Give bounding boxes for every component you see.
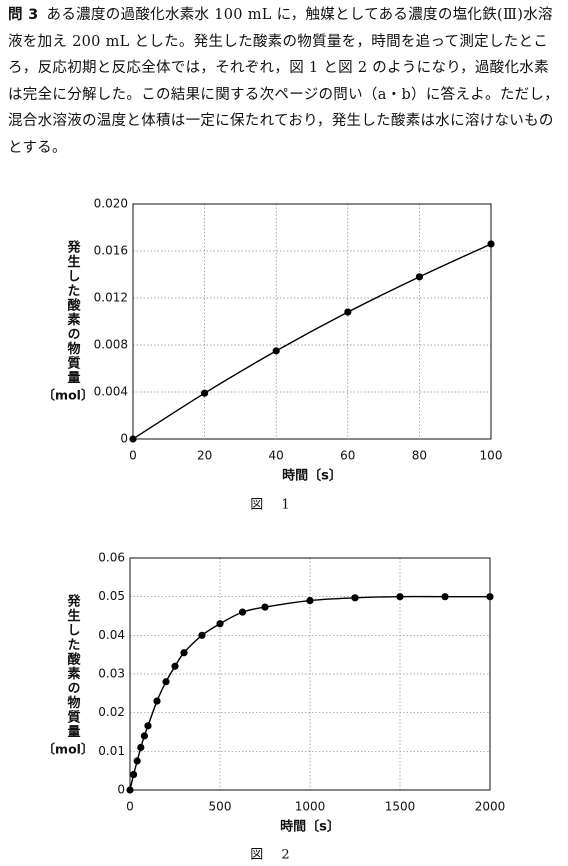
data-point bbox=[144, 722, 152, 730]
x-tick-label: 0 bbox=[126, 800, 134, 814]
x-axis-label: 時間〔s〕 bbox=[280, 819, 340, 835]
y-tick-label: 0 bbox=[120, 432, 128, 446]
data-point bbox=[272, 347, 280, 355]
data-point bbox=[171, 662, 179, 670]
data-line bbox=[132, 243, 492, 440]
y-tick-label: 0.020 bbox=[94, 197, 128, 211]
y-axis-label: 発生した酸素の物質量 bbox=[65, 593, 82, 739]
x-axis-label: 時間〔s〕 bbox=[282, 468, 342, 484]
y-tick-label: 0.008 bbox=[94, 338, 128, 352]
data-point bbox=[415, 273, 423, 281]
y-tick-label: 0.004 bbox=[94, 385, 128, 399]
data-point bbox=[344, 308, 352, 316]
x-tick-label: 60 bbox=[340, 449, 355, 463]
data-point bbox=[137, 743, 145, 752]
data-point bbox=[306, 596, 314, 605]
question-label: 問 3 bbox=[8, 7, 39, 23]
data-point bbox=[238, 608, 247, 616]
data-point bbox=[216, 620, 224, 628]
data-point bbox=[441, 593, 449, 601]
y-tick-label: 0.02 bbox=[98, 705, 125, 719]
x-tick-label: 1000 bbox=[295, 800, 326, 814]
x-tick-label: 80 bbox=[412, 449, 427, 463]
y-tick-label: 0.04 bbox=[98, 628, 125, 642]
figure-caption: 図 1 bbox=[250, 498, 289, 513]
figure-caption: 図 2 bbox=[250, 848, 289, 863]
plot-frame bbox=[129, 557, 491, 791]
x-tick-label: 2000 bbox=[475, 800, 506, 814]
x-tick-label: 40 bbox=[269, 449, 284, 463]
data-point bbox=[261, 603, 269, 611]
data-point bbox=[162, 678, 170, 686]
data-point bbox=[396, 593, 404, 601]
data-point bbox=[486, 593, 494, 601]
question: 問 3 ある濃度の過酸化水素水 100 mL に，触媒としてある濃度の塩化鉄(Ⅲ)… bbox=[8, 2, 560, 161]
data-point bbox=[201, 389, 209, 397]
y-tick-label: 0.01 bbox=[98, 744, 125, 758]
plot-frame bbox=[132, 203, 492, 440]
x-tick-label: 0 bbox=[129, 449, 137, 463]
question-text: ある濃度の過酸化水素水 100 mL に，触媒としてある濃度の塩化鉄(Ⅲ)水溶液… bbox=[8, 7, 560, 156]
y-tick-label: 0.016 bbox=[94, 244, 128, 258]
data-point bbox=[140, 732, 148, 740]
x-tick-label: 100 bbox=[480, 449, 503, 463]
data-point bbox=[180, 649, 188, 657]
y-axis-unit: 〔mol〕 bbox=[43, 388, 94, 403]
x-tick-label: 20 bbox=[197, 449, 212, 463]
y-axis-label: 発生した酸素の物質量 bbox=[65, 239, 82, 385]
data-point bbox=[487, 240, 495, 248]
data-point bbox=[126, 786, 134, 794]
y-tick-label: 0.06 bbox=[98, 551, 125, 565]
data-point bbox=[351, 594, 359, 602]
y-tick-label: 0.012 bbox=[94, 291, 128, 305]
y-tick-label: 0.03 bbox=[98, 667, 125, 681]
data-point bbox=[133, 757, 141, 765]
x-tick-label: 500 bbox=[209, 800, 232, 814]
data-point bbox=[198, 631, 206, 639]
x-tick-label: 1500 bbox=[385, 800, 416, 814]
y-tick-label: 0.05 bbox=[98, 589, 125, 603]
data-point bbox=[153, 697, 161, 705]
y-tick-label: 0 bbox=[117, 783, 125, 797]
y-axis-unit: 〔mol〕 bbox=[43, 742, 94, 757]
data-point bbox=[129, 435, 137, 443]
data-point bbox=[130, 770, 138, 779]
